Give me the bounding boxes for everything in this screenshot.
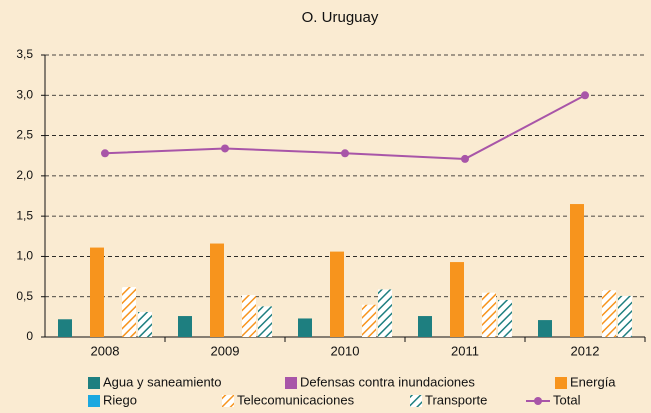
bar (538, 320, 552, 337)
legend-item: Transporte (410, 392, 487, 407)
legend-label: Telecomunicaciones (237, 392, 355, 407)
legend-item: Defensas contra inundaciones (285, 374, 475, 389)
y-tick-label: 3,0 (16, 87, 33, 101)
bar (298, 318, 312, 337)
bar (330, 251, 344, 337)
x-tick-label: 2008 (91, 343, 120, 358)
chart-title: O. Uruguay (302, 9, 379, 26)
y-tick-label: 1,0 (16, 249, 33, 263)
x-tick-label: 2009 (211, 343, 240, 358)
x-tick-label: 2012 (571, 343, 600, 358)
bar (450, 262, 464, 337)
y-tick-label: 1,5 (16, 208, 33, 222)
legend-swatch (88, 395, 100, 407)
legend-swatch (222, 395, 234, 407)
bar (90, 247, 104, 337)
y-tick-label: 0 (26, 329, 33, 343)
bar (58, 319, 72, 337)
total-point (341, 149, 349, 158)
legend-swatch (410, 395, 422, 407)
total-point (461, 154, 469, 163)
bar (122, 287, 136, 337)
bar (242, 295, 256, 337)
bar (498, 299, 512, 337)
legend-label: Energía (570, 374, 616, 389)
bar (378, 289, 392, 337)
legend-swatch (555, 377, 567, 389)
legend-item: Telecomunicaciones (222, 392, 355, 407)
legend-label: Total (553, 392, 581, 407)
bar (138, 312, 152, 337)
legend-label: Transporte (425, 392, 487, 407)
y-tick-label: 3,5 (16, 47, 33, 61)
bar (418, 316, 432, 337)
bar (258, 306, 272, 337)
legend-swatch (88, 377, 100, 389)
bar (570, 204, 584, 337)
legend-label: Riego (103, 392, 137, 407)
bar (362, 304, 376, 337)
total-point (221, 144, 229, 153)
y-tick-label: 0,5 (16, 289, 33, 303)
total-point (581, 91, 589, 100)
y-tick-label: 2,0 (16, 168, 33, 182)
bar (482, 292, 496, 337)
bar (618, 295, 632, 337)
legend-item: Energía (555, 374, 616, 389)
legend-label: Defensas contra inundaciones (300, 374, 475, 389)
bar (602, 290, 616, 337)
legend-item: Agua y saneamiento (88, 374, 222, 389)
total-point (101, 149, 109, 158)
legend-item: Riego (88, 392, 137, 407)
bar (210, 243, 224, 337)
bar (178, 316, 192, 337)
legend-label: Agua y saneamiento (103, 374, 222, 389)
legend-dot (534, 397, 542, 405)
x-tick-label: 2011 (451, 343, 479, 358)
y-tick-label: 2,5 (16, 128, 33, 142)
legend-swatch (285, 377, 297, 389)
legend-item: Total (526, 392, 581, 407)
x-tick-label: 2010 (331, 343, 360, 358)
